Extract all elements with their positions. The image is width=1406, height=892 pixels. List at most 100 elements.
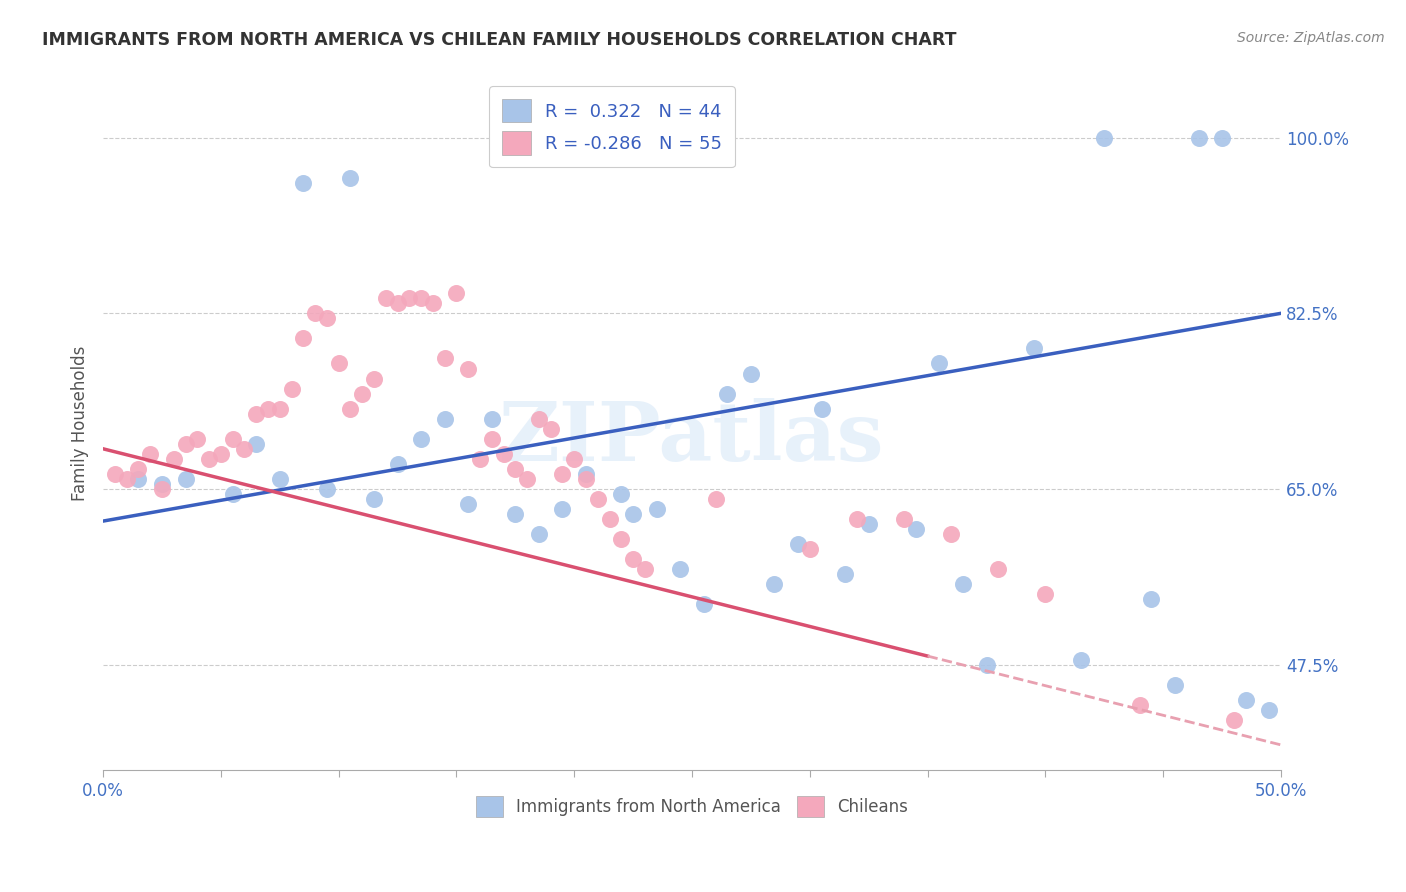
Point bbox=[787, 537, 810, 551]
Point bbox=[505, 507, 527, 521]
Point bbox=[150, 482, 173, 496]
Point bbox=[551, 467, 574, 481]
Point bbox=[551, 502, 574, 516]
Point bbox=[115, 472, 138, 486]
Point bbox=[527, 527, 550, 541]
Point bbox=[127, 472, 149, 486]
Point bbox=[339, 401, 361, 416]
Point bbox=[599, 512, 621, 526]
Point bbox=[1140, 592, 1163, 607]
Point bbox=[740, 367, 762, 381]
Text: ZIPatlas: ZIPatlas bbox=[499, 398, 884, 477]
Legend: Immigrants from North America, Chileans: Immigrants from North America, Chileans bbox=[470, 789, 915, 824]
Point bbox=[562, 451, 585, 466]
Point bbox=[457, 497, 479, 511]
Point bbox=[575, 467, 598, 481]
Point bbox=[952, 577, 974, 591]
Point bbox=[645, 502, 668, 516]
Point bbox=[693, 598, 716, 612]
Point bbox=[845, 512, 868, 526]
Point bbox=[363, 491, 385, 506]
Point bbox=[492, 447, 515, 461]
Point bbox=[904, 522, 927, 536]
Point bbox=[987, 562, 1010, 576]
Point bbox=[1187, 130, 1209, 145]
Point bbox=[374, 291, 396, 305]
Point bbox=[139, 447, 162, 461]
Text: Source: ZipAtlas.com: Source: ZipAtlas.com bbox=[1237, 31, 1385, 45]
Point bbox=[893, 512, 915, 526]
Point bbox=[163, 451, 186, 466]
Point bbox=[233, 442, 256, 456]
Point bbox=[316, 311, 339, 326]
Point bbox=[104, 467, 127, 481]
Point bbox=[422, 296, 444, 310]
Point bbox=[387, 457, 409, 471]
Point bbox=[433, 351, 456, 366]
Point bbox=[292, 176, 315, 190]
Point bbox=[316, 482, 339, 496]
Point bbox=[1035, 587, 1057, 601]
Point bbox=[610, 487, 633, 501]
Point bbox=[704, 491, 727, 506]
Point bbox=[257, 401, 280, 416]
Point bbox=[1258, 703, 1281, 717]
Point bbox=[976, 657, 998, 672]
Point bbox=[1223, 713, 1246, 727]
Point bbox=[1234, 692, 1257, 706]
Point bbox=[221, 487, 243, 501]
Point bbox=[245, 437, 267, 451]
Point bbox=[198, 451, 221, 466]
Point bbox=[928, 357, 950, 371]
Point bbox=[834, 567, 856, 582]
Point bbox=[763, 577, 786, 591]
Point bbox=[1070, 652, 1092, 666]
Point bbox=[621, 552, 644, 566]
Point bbox=[621, 507, 644, 521]
Point bbox=[398, 291, 420, 305]
Point bbox=[150, 477, 173, 491]
Point bbox=[941, 527, 963, 541]
Point bbox=[387, 296, 409, 310]
Point bbox=[516, 472, 538, 486]
Point bbox=[669, 562, 692, 576]
Point bbox=[363, 371, 385, 385]
Point bbox=[328, 357, 350, 371]
Point bbox=[269, 401, 291, 416]
Point bbox=[352, 386, 374, 401]
Point bbox=[481, 432, 503, 446]
Point bbox=[174, 472, 197, 486]
Point bbox=[1022, 342, 1045, 356]
Point bbox=[505, 462, 527, 476]
Point bbox=[174, 437, 197, 451]
Point bbox=[540, 422, 562, 436]
Point bbox=[481, 411, 503, 425]
Point bbox=[810, 401, 832, 416]
Point bbox=[1211, 130, 1233, 145]
Point bbox=[411, 432, 433, 446]
Point bbox=[527, 411, 550, 425]
Point bbox=[468, 451, 491, 466]
Point bbox=[610, 532, 633, 546]
Y-axis label: Family Households: Family Households bbox=[72, 346, 89, 501]
Point bbox=[586, 491, 609, 506]
Point bbox=[280, 382, 302, 396]
Point bbox=[446, 286, 468, 301]
Point bbox=[186, 432, 208, 446]
Point bbox=[433, 411, 456, 425]
Point bbox=[716, 386, 738, 401]
Point bbox=[304, 306, 326, 320]
Point bbox=[858, 517, 880, 532]
Point bbox=[221, 432, 243, 446]
Point bbox=[209, 447, 232, 461]
Point bbox=[127, 462, 149, 476]
Point bbox=[457, 361, 479, 376]
Point bbox=[245, 407, 267, 421]
Point bbox=[292, 331, 315, 345]
Point bbox=[411, 291, 433, 305]
Point bbox=[1092, 130, 1115, 145]
Text: IMMIGRANTS FROM NORTH AMERICA VS CHILEAN FAMILY HOUSEHOLDS CORRELATION CHART: IMMIGRANTS FROM NORTH AMERICA VS CHILEAN… bbox=[42, 31, 956, 49]
Point bbox=[1129, 698, 1152, 712]
Point bbox=[575, 472, 598, 486]
Point bbox=[269, 472, 291, 486]
